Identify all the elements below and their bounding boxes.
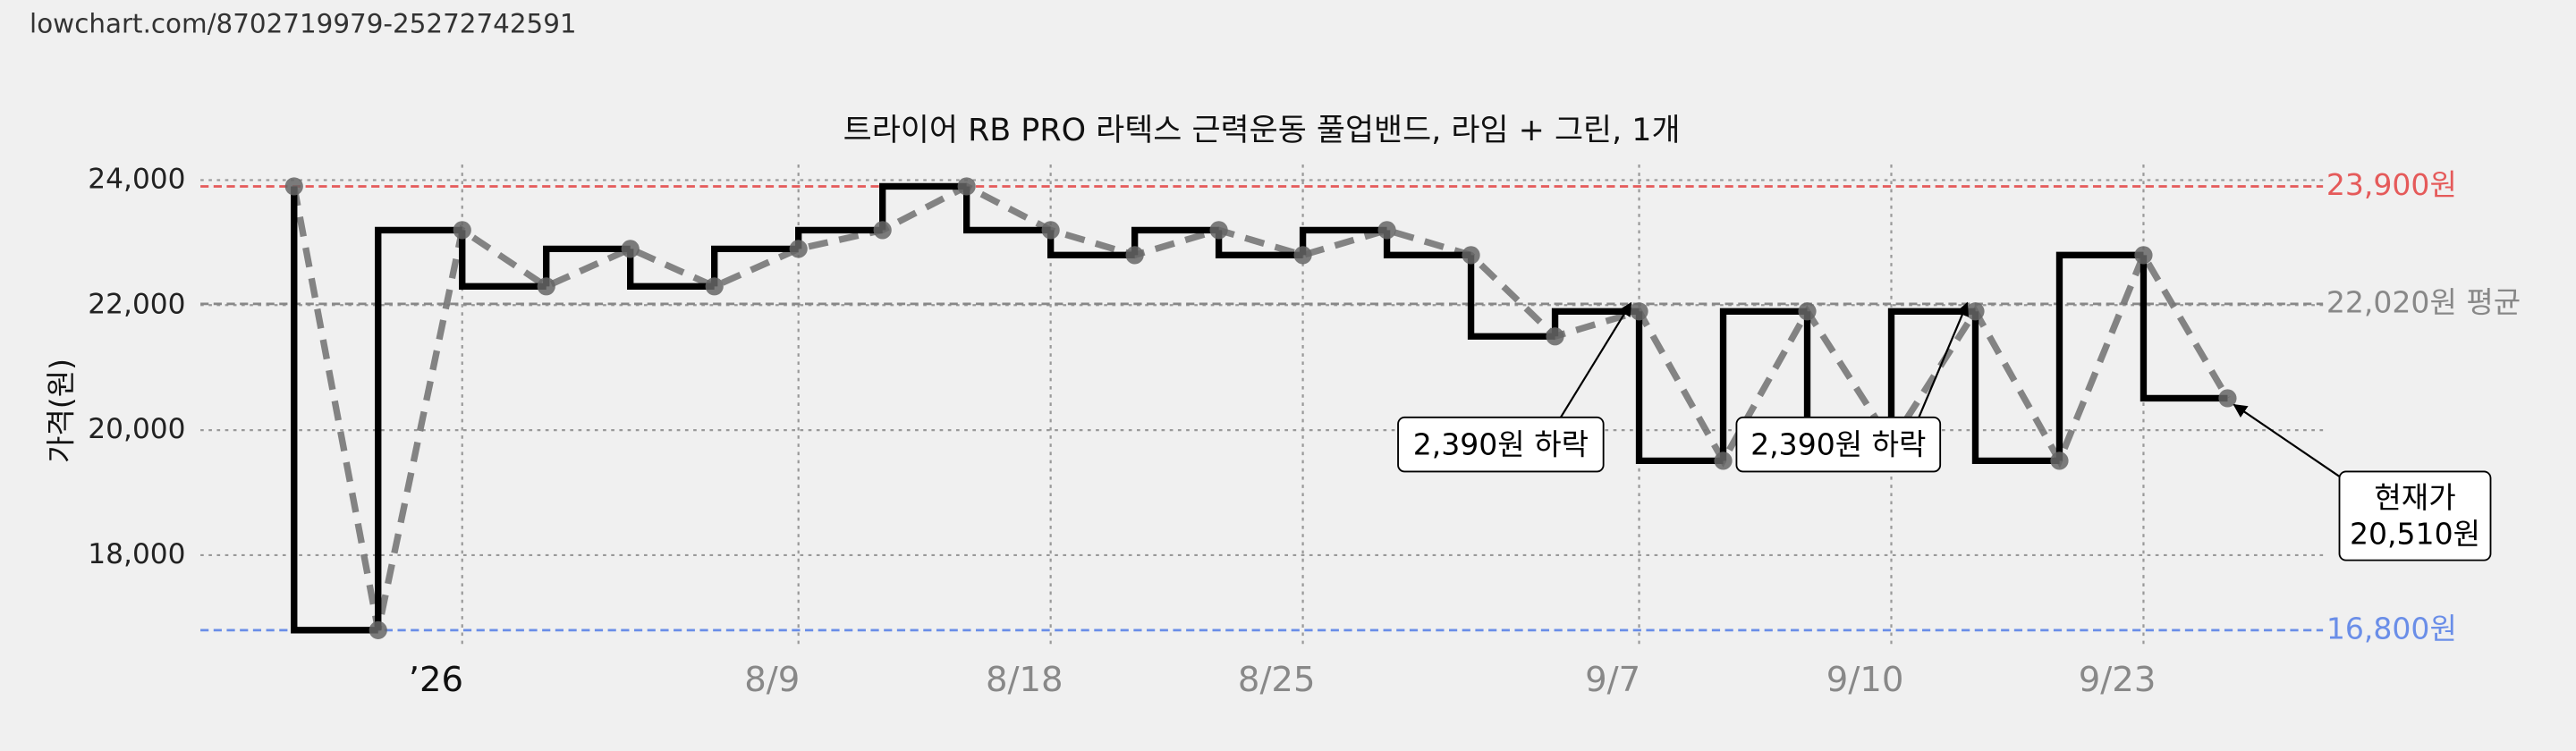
price-step — [1467, 255, 1555, 340]
price-step — [1971, 311, 2060, 465]
price-point — [1377, 221, 1396, 240]
price-step — [375, 226, 462, 630]
price-point — [873, 221, 892, 240]
price-step — [1719, 308, 1808, 461]
x-tick-label: ’26 — [409, 660, 463, 700]
price-step — [1887, 308, 1976, 443]
price-point — [369, 620, 387, 639]
x-tick-label: 9/10 — [1826, 660, 1904, 700]
annotation-text: 현재가 — [2374, 480, 2455, 515]
price-point — [1125, 246, 1144, 265]
price-point — [1209, 221, 1228, 240]
price-step — [459, 230, 547, 290]
price-step — [543, 245, 631, 287]
price-step — [879, 182, 967, 231]
x-tick-label: 9/7 — [1585, 660, 1640, 700]
price-point — [1966, 302, 1985, 321]
y-tick-label: 20,000 — [88, 413, 185, 445]
price-step — [291, 186, 378, 634]
price-point — [284, 177, 303, 196]
chart-title: 트라이어 RB PRO 라텍스 근력운동 풀업밴드, 라임 + 그린, 1개 — [843, 113, 1681, 148]
price-point — [1462, 246, 1480, 265]
x-tick-label: 9/23 — [2079, 660, 2157, 700]
price-point — [1714, 451, 1733, 470]
price-point — [453, 221, 471, 240]
price-point — [705, 277, 724, 296]
price-point — [621, 240, 640, 258]
reference-label: 16,800원 — [2326, 611, 2457, 646]
price-point — [1798, 302, 1817, 321]
price-point — [957, 177, 976, 196]
price-point — [2050, 451, 2069, 470]
reference-label: 22,020원 평균 — [2326, 284, 2521, 319]
price-point — [2134, 246, 2153, 265]
price-point — [1630, 302, 1648, 321]
annotation-text: 20,510원 — [2350, 517, 2480, 552]
reference-label: 23,900원 — [2326, 167, 2457, 202]
annotation-box — [1397, 416, 1605, 473]
price-point — [2218, 389, 2237, 408]
price-step — [1635, 311, 1724, 465]
x-tick-label: 8/18 — [986, 660, 1063, 700]
annotation-box — [2338, 470, 2492, 561]
price-point — [537, 277, 555, 296]
annotation-arrow — [1559, 301, 1632, 418]
price-step — [627, 249, 715, 290]
price-point — [1546, 327, 1564, 346]
annotation-arrow — [2233, 403, 2341, 477]
x-tick-label: 8/9 — [744, 660, 800, 700]
url: lowchart.com/8702719979-25272742591 — [30, 8, 577, 38]
annotation-box — [1735, 416, 1942, 473]
price-step — [2140, 255, 2228, 402]
price-step — [962, 186, 1051, 234]
price-point — [1041, 221, 1060, 240]
price-point — [1293, 246, 1312, 265]
price-step — [2055, 251, 2144, 461]
x-tick-label: 8/25 — [1238, 660, 1316, 700]
y-tick-label: 18,000 — [88, 538, 185, 570]
annotation-text: 2,390원 하락 — [1413, 426, 1589, 461]
y-tick-label: 24,000 — [88, 163, 185, 195]
price-point — [789, 240, 808, 258]
trend-line — [291, 182, 2231, 631]
y-axis-label: 가격(원) — [43, 359, 78, 463]
annotation-arrow — [1918, 301, 1970, 418]
y-tick-label: 22,000 — [88, 288, 185, 320]
price-step — [711, 245, 799, 287]
annotation-text: 2,390원 하락 — [1750, 426, 1926, 461]
